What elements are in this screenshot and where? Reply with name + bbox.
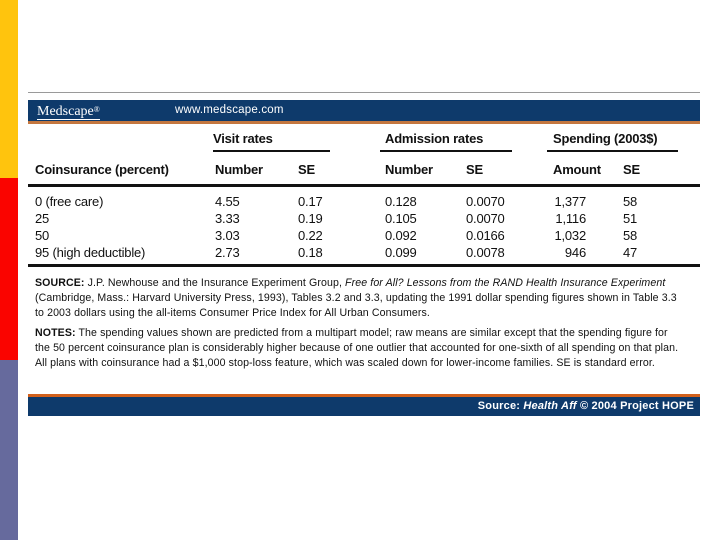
col-header-visit-se: SE	[298, 162, 315, 177]
cell-amount: 1,377	[554, 194, 586, 209]
group-header-spending: Spending (2003$)	[547, 131, 678, 152]
cell-spending-se: 58	[623, 194, 638, 209]
content-top-border	[28, 92, 700, 93]
notes-paragraph: NOTES: The spending values shown are pre…	[35, 326, 685, 371]
col-header-visit-number: Number	[215, 162, 263, 177]
source-text-1: J.P. Newhouse and the Insurance Experime…	[84, 277, 346, 289]
cell-visit-number: 4.55	[215, 194, 240, 209]
col-header-amount: Amount	[553, 162, 601, 177]
table-top-rule	[28, 184, 700, 187]
cell-visit-number: 3.03	[215, 228, 240, 243]
cell-amount: 946	[564, 245, 586, 260]
footer-source-post: © 2004 Project HOPE	[576, 400, 694, 412]
medscape-url: www.medscape.com	[175, 104, 284, 116]
cell-amount: 1,032	[554, 228, 586, 243]
row-label: 0 (free care)	[35, 194, 104, 209]
cell-admission-number: 0.105	[385, 211, 417, 226]
left-accent-slate-bar	[0, 360, 18, 540]
col-header-admission-se: SE	[466, 162, 483, 177]
source-text-2: (Cambridge, Mass.: Harvard University Pr…	[35, 292, 677, 319]
cell-admission-number: 0.092	[385, 228, 417, 243]
content-panel: Medscape® www.medscape.com Visit rates A…	[28, 0, 700, 540]
cell-visit-number: 3.33	[215, 211, 240, 226]
cell-spending-se: 58	[623, 228, 638, 243]
source-label: SOURCE:	[35, 277, 85, 289]
notes-label: NOTES:	[35, 327, 76, 339]
cell-admission-se: 0.0166	[466, 228, 505, 243]
cell-admission-se: 0.0070	[466, 194, 505, 209]
col-header-admission-number: Number	[385, 162, 433, 177]
col-header-spending-se: SE	[623, 162, 640, 177]
source-paragraph: SOURCE: J.P. Newhouse and the Insurance …	[35, 276, 685, 321]
notes-text: The spending values shown are predicted …	[35, 327, 679, 369]
cell-visit-se: 0.17	[298, 194, 323, 209]
cell-visit-number: 2.73	[215, 245, 240, 260]
trademark-symbol: ®	[93, 105, 100, 114]
table-row: 95 (high deductible) 2.73 0.18 0.099 0.0…	[28, 245, 700, 262]
table-bottom-rule	[28, 264, 700, 267]
footer-orange-rule	[28, 394, 700, 397]
row-label: 95 (high deductible)	[35, 245, 146, 260]
row-label: 25	[35, 211, 50, 226]
cell-admission-number: 0.128	[385, 194, 417, 209]
row-header-coinsurance: Coinsurance (percent)	[35, 162, 169, 177]
cell-visit-se: 0.19	[298, 211, 323, 226]
cell-spending-se: 51	[623, 211, 638, 226]
banner-orange-rule	[28, 121, 700, 124]
medscape-logo-text: Medscape	[37, 104, 94, 119]
medscape-logo: Medscape®	[37, 102, 100, 120]
table-row: 25 3.33 0.19 0.105 0.0070 1,116 51	[28, 211, 700, 228]
table-row: 50 3.03 0.22 0.092 0.0166 1,032 58	[28, 228, 700, 245]
cell-admission-se: 0.0078	[466, 245, 505, 260]
row-label: 50	[35, 228, 50, 243]
group-header-admission-rates: Admission rates	[380, 131, 512, 152]
cell-admission-se: 0.0070	[466, 211, 505, 226]
cell-spending-se: 47	[623, 245, 638, 260]
medscape-banner: Medscape® www.medscape.com	[28, 100, 700, 121]
footer-credit-bar: Source: Health Aff © 2004 Project HOPE	[28, 397, 700, 416]
cell-visit-se: 0.18	[298, 245, 323, 260]
footer-journal-name: Health Aff	[523, 400, 577, 412]
left-accent-yellow-bar	[0, 0, 18, 178]
cell-amount: 1,116	[555, 211, 586, 226]
footer-source-pre: Source:	[477, 400, 524, 412]
group-header-visit-rates: Visit rates	[213, 131, 330, 152]
cell-visit-se: 0.22	[298, 228, 323, 243]
left-accent-red-bar	[0, 178, 18, 360]
table-row: 0 (free care) 4.55 0.17 0.128 0.0070 1,3…	[28, 194, 700, 211]
cell-admission-number: 0.099	[385, 245, 417, 260]
source-book-title: Free for All? Lessons from the RAND Heal…	[345, 277, 666, 289]
